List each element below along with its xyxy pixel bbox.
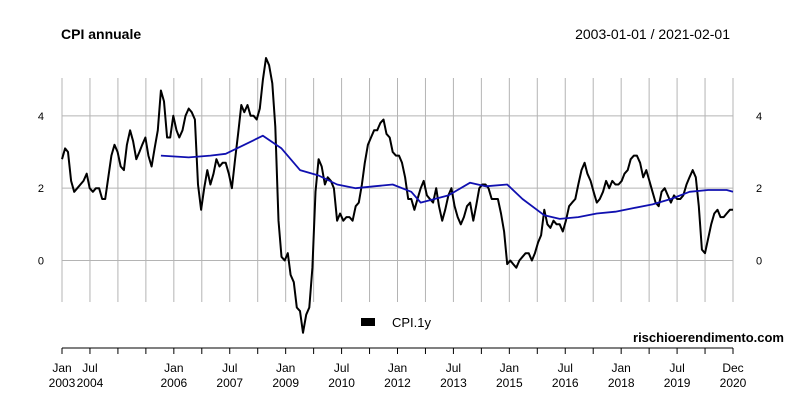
y-tick-label-right: 2 bbox=[756, 183, 762, 195]
x-tick-year-label: 2003 bbox=[49, 376, 76, 390]
series-line-trend bbox=[160, 134, 734, 220]
x-tick-year-label: 2004 bbox=[77, 376, 104, 390]
x-tick-year-label: 2020 bbox=[720, 376, 747, 390]
y-tick-label-left: 2 bbox=[38, 183, 44, 195]
x-tick-month-label: Jul bbox=[446, 361, 461, 375]
y-tick-label-right: 4 bbox=[756, 111, 762, 123]
y-tick-label-left: 0 bbox=[38, 255, 44, 267]
legend-label: CPI.1y bbox=[392, 315, 432, 330]
watermark-text: rischioerendimento.com bbox=[633, 330, 784, 345]
x-tick-year-label: 2006 bbox=[160, 376, 187, 390]
x-tick-year-label: 2018 bbox=[608, 376, 635, 390]
x-tick-month-label: Jan bbox=[52, 361, 71, 375]
x-tick-year-label: 2019 bbox=[664, 376, 691, 390]
legend-swatch bbox=[361, 318, 375, 326]
y-tick-label-right: 0 bbox=[756, 255, 762, 267]
series-line-cpi bbox=[61, 57, 733, 334]
x-tick-year-label: 2013 bbox=[440, 376, 467, 390]
x-tick-year-label: 2010 bbox=[328, 376, 355, 390]
x-tick-year-label: 2016 bbox=[552, 376, 579, 390]
x-tick-month-label: Jul bbox=[82, 361, 97, 375]
x-tick-month-label: Dec bbox=[722, 361, 743, 375]
x-tick-month-label: Jul bbox=[222, 361, 237, 375]
x-tick-month-label: Jan bbox=[611, 361, 630, 375]
x-tick-month-label: Jan bbox=[164, 361, 183, 375]
date-range-label: 2003-01-01 / 2021-02-01 bbox=[575, 26, 730, 42]
x-tick-month-label: Jul bbox=[669, 361, 684, 375]
x-tick-month-label: Jul bbox=[334, 361, 349, 375]
y-tick-label-left: 4 bbox=[38, 111, 44, 123]
x-tick-year-label: 2012 bbox=[384, 376, 411, 390]
x-tick-year-label: 2015 bbox=[496, 376, 523, 390]
x-tick-year-label: 2007 bbox=[216, 376, 243, 390]
x-tick-year-label: 2009 bbox=[272, 376, 299, 390]
x-tick-month-label: Jul bbox=[558, 361, 573, 375]
x-tick-month-label: Jan bbox=[276, 361, 295, 375]
chart-title: CPI annuale bbox=[61, 26, 142, 42]
x-tick-month-label: Jan bbox=[388, 361, 407, 375]
x-tick-month-label: Jan bbox=[500, 361, 519, 375]
